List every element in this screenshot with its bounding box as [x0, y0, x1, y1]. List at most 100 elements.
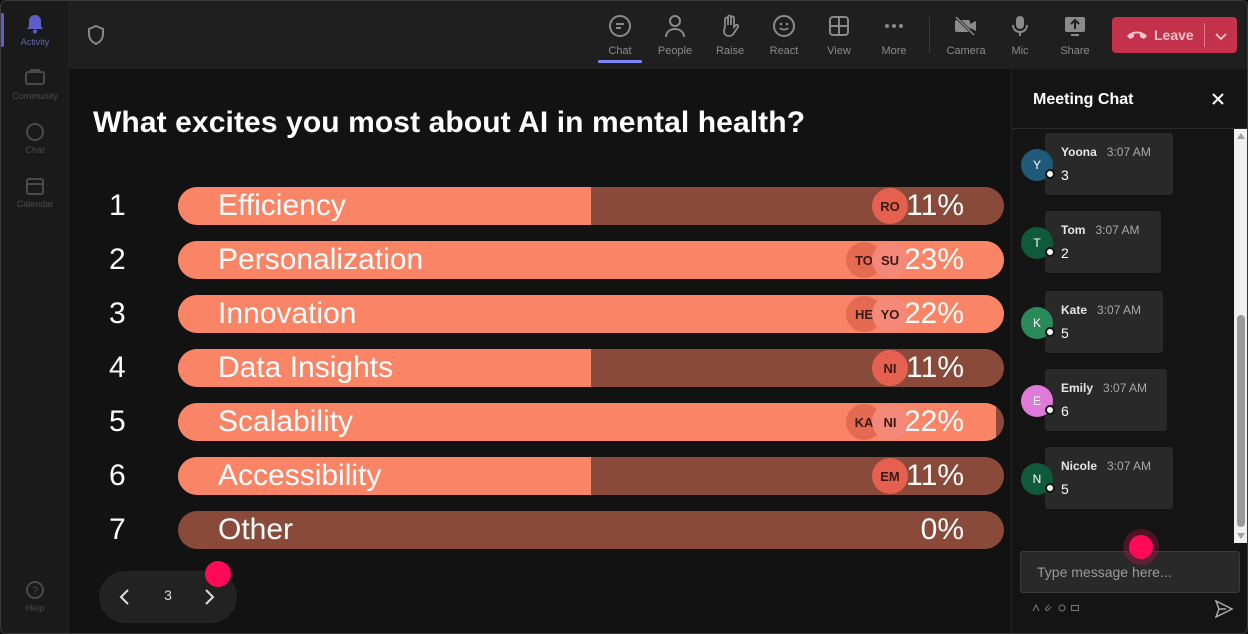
camera-button[interactable]: Camera [939, 9, 993, 61]
message-time: 3:07 AM [1103, 381, 1148, 395]
sender-avatar[interactable]: T [1021, 227, 1055, 259]
svg-text:?: ? [32, 585, 38, 597]
help-icon: ? [25, 580, 45, 600]
message-bubble: Emily 3:07 AM 6 [1045, 369, 1167, 431]
option-label: Other [218, 513, 294, 546]
rail-chat[interactable]: Chat [1, 113, 69, 163]
send-icon[interactable] [1214, 599, 1234, 619]
result-bar-fill [178, 457, 591, 495]
react-button[interactable]: React [757, 9, 811, 61]
option-percent: 11% [906, 459, 964, 492]
voter-avatars: RO [872, 188, 908, 224]
chat-button[interactable]: Chat [593, 9, 647, 63]
chevron-left-icon[interactable] [113, 585, 137, 609]
more-button[interactable]: More [867, 9, 921, 61]
chat-message: Yoona 3:07 AM 3 Y [1020, 133, 1173, 195]
sender-avatar[interactable]: Y [1021, 149, 1055, 181]
message-time: 3:07 AM [1106, 145, 1151, 159]
chevron-right-icon[interactable] [197, 585, 221, 609]
option-label: Efficiency [218, 189, 346, 222]
message-bubble: Kate 3:07 AM 5 [1045, 291, 1163, 353]
chat-scrollbar[interactable] [1234, 129, 1247, 543]
option-label: Scalability [218, 405, 354, 438]
avatar-initial: N [1032, 472, 1042, 486]
raise-hand-button[interactable]: Raise [703, 9, 757, 61]
poll-option-row: 7 Other 0% [93, 511, 1005, 549]
message-sender: Kate [1061, 303, 1088, 317]
format-icon[interactable] [1032, 603, 1040, 614]
chat-message: Kate 3:07 AM 5 K [1020, 291, 1163, 353]
option-label: Innovation [218, 297, 357, 330]
close-icon[interactable] [1210, 91, 1226, 107]
leave-button[interactable]: Leave [1112, 17, 1237, 53]
option-result-bar: Scalability KA NI 22% [178, 403, 1004, 441]
message-bubble: Yoona 3:07 AM 3 [1045, 133, 1173, 195]
scroll-up-arrow[interactable] [1237, 133, 1245, 139]
sender-avatar[interactable]: K [1021, 307, 1055, 339]
chat-title: Meeting Chat [1033, 91, 1134, 108]
sender-avatar[interactable]: N [1021, 463, 1055, 495]
attach-icon[interactable] [1045, 604, 1053, 614]
sender-avatar[interactable]: E [1021, 385, 1055, 417]
view-button[interactable]: View [812, 9, 866, 61]
voter-avatar: NI [872, 404, 908, 440]
chat-header: Meeting Chat [1012, 69, 1247, 129]
option-percent: 22% [903, 405, 964, 438]
chat-bubble-icon [607, 13, 633, 39]
rail-help[interactable]: ? Help [1, 571, 69, 621]
message-sender: Yoona [1061, 145, 1097, 159]
option-percent: 22% [903, 297, 964, 330]
rail-community[interactable]: Community [1, 59, 69, 109]
avatar-initial: Y [1032, 158, 1041, 172]
option-label: Personalization [218, 243, 424, 276]
message-time: 3:07 AM [1095, 223, 1140, 237]
react-button-label: React [769, 45, 799, 57]
option-percent: 11% [906, 189, 964, 222]
poll-option-row: 1 Efficiency RO 11% [93, 187, 1005, 225]
emoji-icon[interactable] [1058, 604, 1066, 614]
voter-avatar: RO [872, 188, 908, 224]
chevron-down-icon[interactable] [1215, 29, 1227, 41]
click-marker-dot [1129, 535, 1153, 559]
voter-avatars: NI [872, 350, 908, 386]
gif-icon[interactable] [1071, 604, 1079, 614]
mic-button[interactable]: Mic [993, 9, 1047, 61]
message-input[interactable] [1021, 552, 1239, 592]
option-result-bar: Efficiency RO 11% [178, 187, 1004, 225]
voter-avatars: EM [872, 458, 908, 494]
share-screen-icon [1062, 13, 1088, 39]
mic-button-label: Mic [1011, 45, 1029, 57]
camera-button-label: Camera [946, 45, 986, 57]
result-bar-fill [178, 187, 591, 225]
message-text: 3 [1061, 167, 1069, 183]
voter-avatars: HE YO [846, 296, 908, 332]
option-label: Accessibility [218, 459, 382, 492]
option-percent: 11% [906, 351, 964, 384]
chat-message: Tom 3:07 AM 2 T [1020, 211, 1161, 273]
rail-calendar-label: Calendar [16, 198, 54, 209]
poll-option-row: 2 Personalization TO SU 23% [93, 241, 1005, 279]
presence-status-dot [1045, 483, 1055, 493]
voter-avatars: TO SU [846, 242, 908, 278]
shield-icon[interactable] [87, 24, 107, 46]
option-number: 5 [109, 405, 126, 438]
leave-split-divider [1204, 23, 1205, 47]
rail-community-label: Community [12, 90, 58, 101]
voter-avatar: NI [872, 350, 908, 386]
scroll-down-arrow[interactable] [1237, 533, 1245, 539]
option-number: 2 [109, 243, 126, 276]
rail-calendar[interactable]: Calendar [1, 167, 69, 217]
app-rail: Activity Community Chat Calendar ? Help [1, 1, 69, 633]
presence-status-dot [1045, 169, 1055, 179]
scroll-thumb[interactable] [1237, 315, 1245, 527]
chat-button-label: Chat [608, 45, 632, 57]
option-number: 6 [109, 459, 126, 492]
share-button[interactable]: Share [1048, 9, 1102, 61]
meeting-chat-panel: Meeting Chat Yoona 3:07 AM 3 Y Tom 3:07 AM 2 T K… [1011, 69, 1247, 633]
option-number: 4 [109, 351, 126, 384]
people-button[interactable]: People [648, 9, 702, 61]
rail-activity[interactable]: Activity [1, 5, 69, 55]
presence-status-dot [1045, 327, 1055, 337]
message-input-box[interactable] [1020, 551, 1240, 593]
bell-icon [25, 14, 45, 34]
